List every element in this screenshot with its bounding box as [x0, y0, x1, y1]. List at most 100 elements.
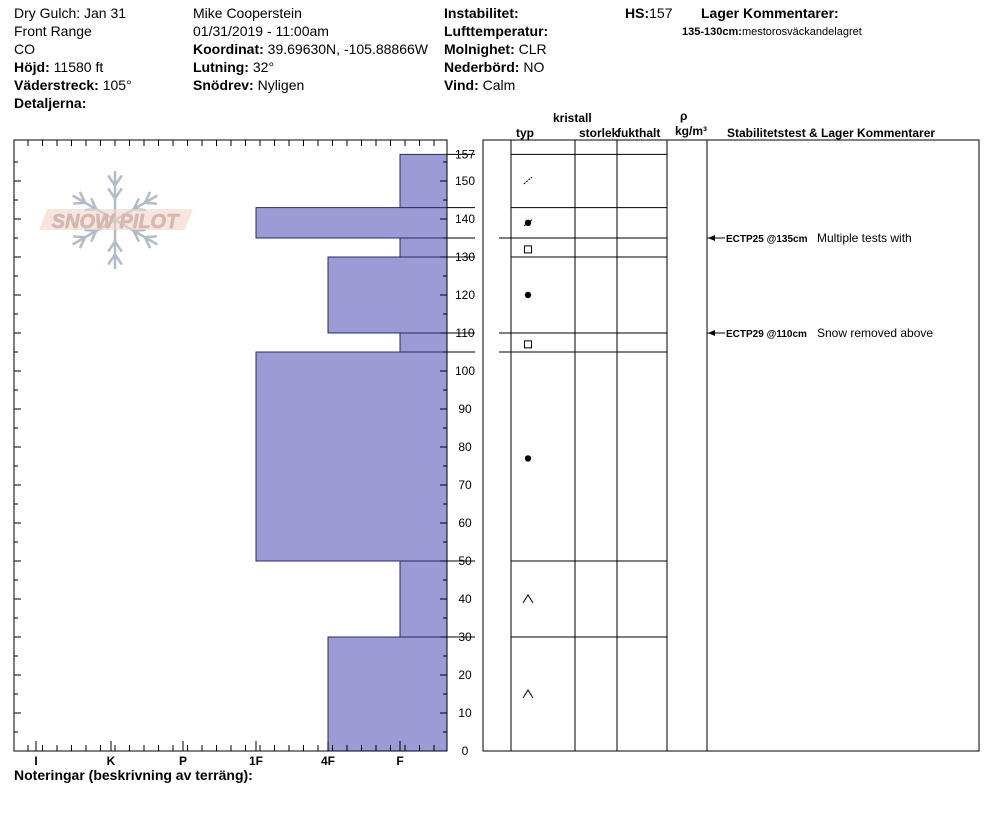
observation-datetime: 01/31/2019 - 11:00am	[193, 23, 329, 39]
layer-comment-row: 135-130cm:mestorosväckandelagret	[682, 24, 862, 40]
arrow-icon	[708, 235, 715, 241]
slope-row: Lutning: 32°	[193, 59, 274, 75]
hs-value: 157	[649, 5, 673, 21]
profile-grid-frame	[482, 139, 980, 752]
precipitation-particle-icon	[523, 176, 533, 185]
height-tick-label: 100	[455, 364, 475, 378]
hardness-bar	[327, 256, 448, 334]
instability-label: Instabilitet:	[444, 5, 519, 21]
hardness-bar	[399, 560, 448, 638]
coordinate-row: Koordinat: 39.69630N, -105.88866W	[193, 41, 428, 57]
snowflake-branch	[132, 198, 140, 211]
crystal-header: kristall	[553, 111, 592, 125]
stability-test-label: ECTP29 @110cm	[726, 329, 807, 340]
slope-value: 32°	[252, 59, 275, 75]
height-tick-label: 0	[462, 744, 469, 758]
snowflake-branch	[107, 188, 117, 200]
state: CO	[14, 41, 35, 57]
depth-hoar-icon	[522, 689, 534, 699]
moisture-header: fukthalt	[617, 126, 661, 140]
sky-value: CLR	[518, 41, 547, 57]
faceted-crystal-icon	[524, 245, 532, 254]
hardness-bar	[399, 237, 448, 258]
depth-hoar-icon	[522, 594, 534, 604]
coordinate-value: 39.69630N, -105.88866W	[267, 41, 428, 57]
snowflake-branch	[72, 201, 87, 205]
mountain-range: Front Range	[14, 23, 92, 39]
snowflake-branch	[113, 253, 123, 265]
sky-row: Molnighet: CLR	[444, 41, 547, 57]
layer-comments-title: Lager Kommentarer:	[701, 5, 839, 21]
air-temp-label: Lufttemperatur:	[444, 23, 549, 39]
height-tick-label: 80	[458, 440, 472, 454]
snowflake-branch	[90, 229, 98, 242]
snowflake-branch	[132, 228, 146, 233]
faceted-crystal-icon	[524, 340, 532, 349]
sky-label: Molnighet:	[444, 41, 515, 57]
snowflake-branch	[143, 191, 151, 204]
arrow-icon	[708, 330, 715, 336]
rounded-grain-icon	[524, 455, 532, 462]
precip-value: NO	[523, 59, 545, 75]
height-tick-label: 90	[458, 402, 472, 416]
snowflake-branch	[79, 191, 87, 204]
stability-test-label: ECTP25 @135cm	[726, 234, 808, 245]
grain-mark	[523, 219, 533, 227]
location-title: Dry Gulch: Jan 31	[14, 5, 127, 21]
coordinate-label: Koordinat:	[193, 41, 264, 57]
stability-header: Stabilitetstest & Lager Kommentarer	[727, 126, 936, 140]
hardness-bar	[327, 636, 448, 752]
aspect-row: Väderstreck: 105°	[14, 77, 132, 93]
stability-test-comment: Snow removed above	[817, 326, 933, 340]
aspect-value: 105°	[102, 77, 132, 93]
snowflake-branch	[79, 236, 87, 249]
wind-value: Calm	[482, 77, 516, 93]
hardness-bar	[399, 332, 448, 353]
snowflake-branch	[90, 198, 98, 211]
snowflake-branch	[113, 175, 123, 187]
layer-comment-text: mestorosväckandelagret	[741, 26, 862, 38]
rho-header: ρ	[680, 109, 688, 123]
hs-label: HS:	[625, 5, 650, 21]
snowflake-branch	[113, 188, 123, 200]
hardness-bar	[399, 153, 448, 209]
elevation-row: Höjd: 11580 ft	[14, 59, 103, 75]
snowflake-branch	[107, 240, 117, 252]
snowflake-branch	[72, 235, 87, 239]
density-header: kg/m³	[675, 124, 708, 138]
height-tick-label: 20	[458, 668, 472, 682]
precip-row: Nederbörd: NO	[444, 59, 544, 75]
precip-label: Nederbörd:	[444, 59, 520, 75]
layer-comment-range: 135-130cm:	[682, 26, 742, 38]
wind-label: Vind:	[444, 77, 479, 93]
snowflake-branch	[107, 175, 117, 187]
logo-text: SNOW PILOT	[52, 211, 180, 233]
drift-label: Snödrev:	[193, 77, 254, 93]
hardness-label: 1F	[249, 754, 263, 768]
elevation-value: 11580 ft	[53, 59, 104, 75]
observer-name: Mike Cooperstein	[193, 5, 302, 21]
logo-banner	[39, 209, 193, 230]
snowflake-branch	[107, 253, 117, 265]
height-tick-label: 150	[455, 174, 475, 188]
snowflake-branch	[143, 235, 158, 239]
height-tick-label: 140	[455, 212, 475, 226]
size-header: storlek	[579, 126, 619, 140]
hardness-bar	[255, 351, 448, 562]
snowflake-branch	[132, 229, 140, 242]
snowflake-branch	[113, 240, 123, 252]
hardness-bar	[255, 207, 448, 239]
snowflake-branch	[84, 228, 98, 233]
hardness-label: 4F	[321, 754, 335, 768]
height-tick-label: 10	[458, 706, 472, 720]
elevation-label: Höjd:	[14, 59, 50, 75]
hardness-label: K	[107, 754, 116, 768]
rounded-grain-icon	[524, 291, 532, 299]
stability-test-comment: Multiple tests with	[817, 231, 912, 245]
snowflake-branch	[143, 236, 151, 249]
notes-label: Noteringar (beskrivning av terräng):	[14, 767, 253, 783]
aspect-label: Väderstreck:	[14, 77, 99, 93]
air-temp-row: Lufttemperatur:	[444, 23, 548, 39]
hardness-label: F	[396, 754, 403, 768]
